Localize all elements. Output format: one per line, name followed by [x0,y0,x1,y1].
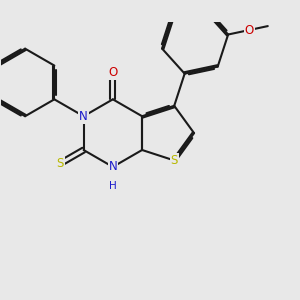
Text: O: O [108,66,118,79]
Text: S: S [56,157,64,170]
Text: N: N [79,110,88,123]
Text: N: N [109,160,117,173]
Text: H: H [109,181,117,191]
Text: S: S [170,154,178,167]
Text: O: O [244,23,254,37]
